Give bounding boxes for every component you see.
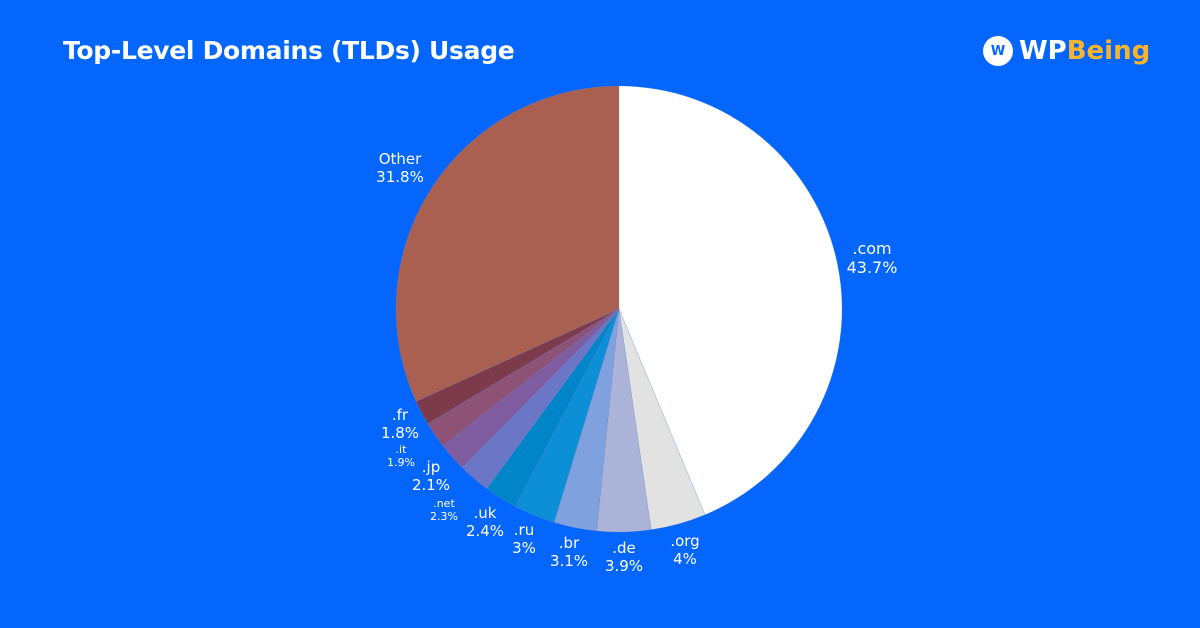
slice-label: .br 3.1% [550,534,588,570]
logo-text-being: Being [1066,36,1151,66]
slice-label: Other 31.8% [376,150,424,186]
slice-label: .it 1.9% [387,443,415,469]
slice-label-value: 4% [673,550,697,568]
slice-label-name: .br [558,534,580,552]
pie-slice-it [427,308,620,447]
slice-label-value: 1.9% [387,456,415,469]
slice-label-name: .uk [473,504,497,522]
wpbeing-logo: W WP Being [983,36,1150,66]
slice-label: .de 3.9% [605,539,643,575]
slice-label-value: 3.9% [604,557,644,575]
pie-slice-com [618,85,843,516]
slice-label-name: .jp [421,458,441,476]
pie-slice-net [461,308,620,490]
pie-slice-br [553,308,620,532]
slice-label-name: .net [433,496,455,510]
pie-slice-fr [415,308,620,425]
slice-label-value: 2.4% [465,522,505,540]
slice-label: .com 43.7% [847,239,898,277]
pie-slice-uk [486,308,620,507]
slice-label-value: 43.7% [846,258,898,277]
slice-label-name: .de [612,539,636,557]
slice-label-name: .fr [391,406,409,424]
slice-label-value: 2.3% [430,510,458,523]
slice-label: .jp 2.1% [412,458,450,494]
slice-label: .ru 3% [512,521,536,557]
slice-label: .uk 2.4% [466,504,504,540]
slice-label-name: .com [852,238,892,258]
pie-slice-org [618,308,706,531]
pie-slice-jp [442,308,620,469]
logo-text-wp: WP [1019,36,1067,66]
slice-label: .net 2.3% [430,497,458,523]
slice-label-value: 1.8% [380,424,420,442]
pie-slice-ru [514,308,620,523]
slice-label-name: .ru [513,521,535,539]
slice-label: .org 4% [670,532,699,568]
slice-label-value: 31.8% [376,168,424,186]
pie-slice-de [596,308,652,533]
slice-label-name: .org [670,532,700,550]
logo-icon: W [983,36,1013,66]
pie-slice-other [395,85,620,402]
slice-label-value: 3% [512,539,536,557]
slice-label: .fr 1.8% [381,406,419,442]
slice-label-name: Other [378,150,422,168]
slice-label-value: 3.1% [549,552,589,570]
slice-label-name: .it [395,442,407,456]
slice-label-value: 2.1% [411,476,451,494]
chart-title: Top-Level Domains (TLDs) Usage [63,36,515,65]
